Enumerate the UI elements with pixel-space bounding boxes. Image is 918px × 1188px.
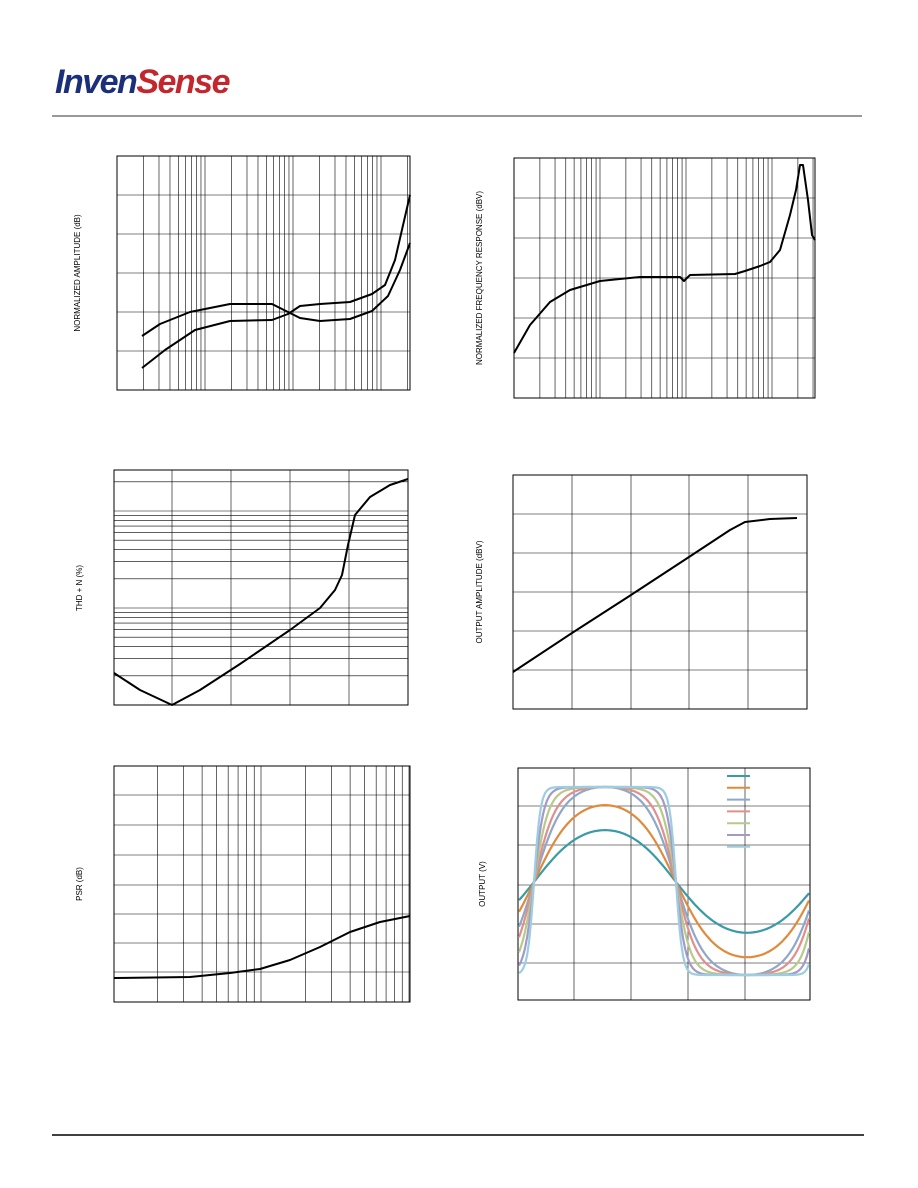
curve (141, 242, 411, 337)
logo: InvenSense (55, 63, 230, 101)
waveform (518, 828, 810, 934)
plot-frame (512, 474, 808, 710)
plot-frame (517, 767, 811, 1001)
plot-frame (116, 155, 411, 391)
plot-frame (513, 157, 816, 399)
curve (113, 915, 411, 979)
waveform (518, 803, 810, 959)
y-axis-label: PSR (dB) (75, 867, 84, 901)
waveform (517, 785, 811, 977)
waveform (517, 785, 811, 977)
y-axis-label: OUTPUT (V) (478, 861, 487, 907)
logo-part: Inven (55, 63, 137, 101)
curve (513, 164, 816, 354)
y-axis-label: THD + N (%) (75, 565, 84, 611)
curve (113, 478, 409, 706)
grids (114, 156, 815, 1002)
plot-frame (113, 765, 411, 1003)
logo-part: Sense (136, 63, 229, 101)
waves (517, 775, 811, 977)
waveform (518, 785, 811, 977)
y-axis-label: NORMALIZED AMPLITUDE (dB) (73, 214, 82, 332)
plot-frame (113, 469, 409, 706)
waveform (517, 785, 811, 977)
y-axis-label: NORMALIZED FREQUENCY RESPONSE (dBV) (475, 191, 484, 365)
y-axis-label: OUTPUT AMPLITUDE (dBV) (475, 540, 484, 643)
waveform (518, 785, 811, 977)
curve (512, 517, 798, 673)
curve (141, 194, 411, 369)
